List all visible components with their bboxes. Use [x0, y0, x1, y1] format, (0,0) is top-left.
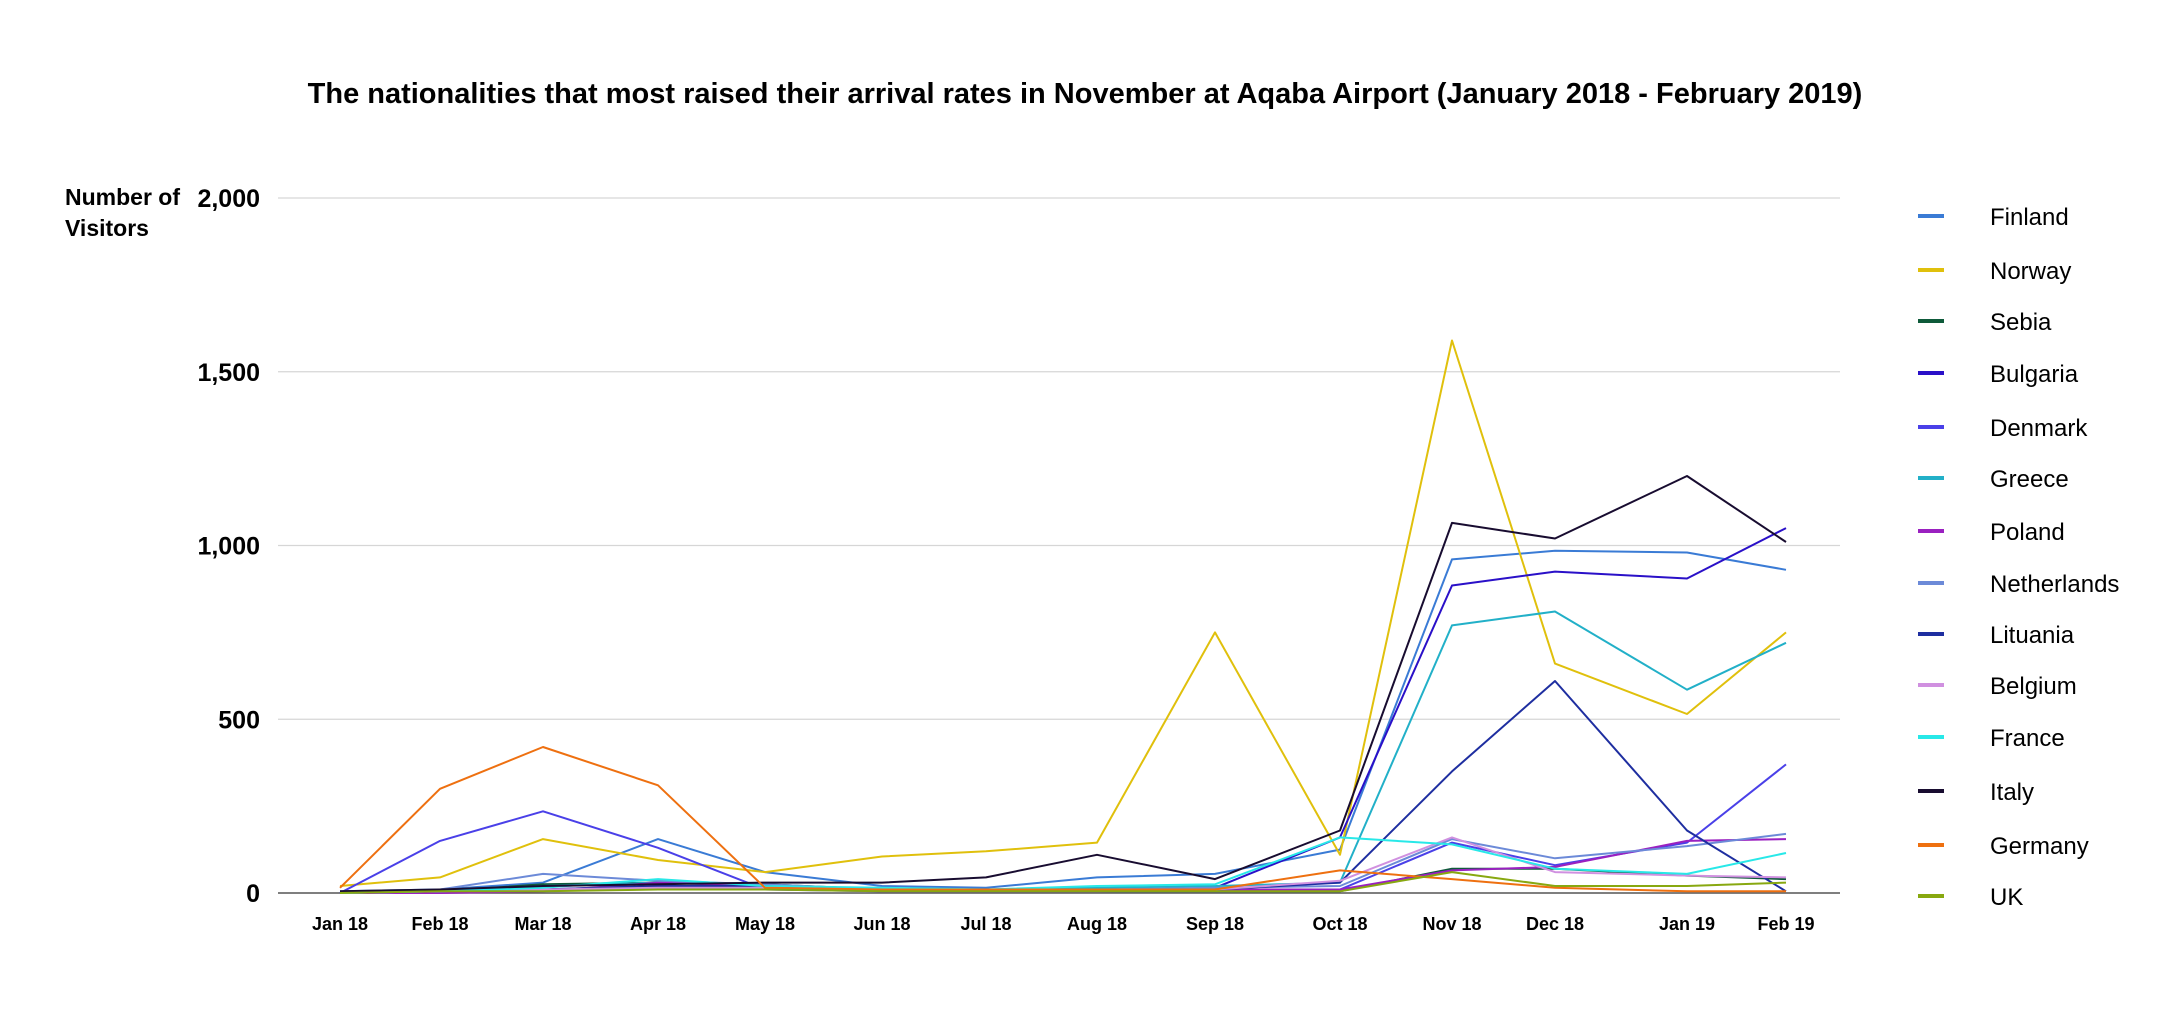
legend: Finland Norway Sebia Bulgaria Denmark Greece P…	[1918, 204, 2119, 911]
y-tick-label: 1,000	[197, 533, 260, 561]
y-axis-ticks: 0 500 1,000 1,500 2,000	[197, 185, 260, 908]
gridlines	[278, 197, 1840, 894]
series-line-uk	[339, 871, 1787, 894]
legend-label-netherlands: Netherlands	[1990, 571, 2119, 598]
legend-label-france: France	[1990, 725, 2065, 752]
series-line-norway	[339, 339, 1787, 887]
series-line-bulgaria	[339, 527, 1787, 894]
x-tick-label: Oct 18	[1312, 914, 1367, 934]
legend-label-poland: Poland	[1990, 519, 2065, 546]
y-tick-label: 0	[246, 880, 260, 908]
series-line-finland	[339, 549, 1787, 893]
y-axis-title: Number of Visitors	[65, 184, 180, 241]
legend-label-denmark: Denmark	[1990, 415, 2088, 442]
x-tick-label: Apr 18	[630, 914, 686, 934]
x-tick-label: Sep 18	[1186, 914, 1244, 934]
series-line-italy	[339, 475, 1787, 893]
chart-title: The nationalities that most raised their…	[307, 78, 1863, 110]
x-tick-label: Dec 18	[1526, 914, 1584, 934]
legend-label-uk: UK	[1990, 884, 2023, 911]
x-axis-ticks: Jan 18 Feb 18 Mar 18 Apr 18 May 18 Jun 18 Jul …	[312, 914, 1815, 934]
x-tick-label: Feb 19	[1757, 914, 1814, 934]
legend-label-lituania: Lituania	[1990, 622, 2075, 649]
y-tick-label: 2,000	[197, 185, 260, 213]
x-tick-label: Feb 18	[411, 914, 468, 934]
x-tick-label: May 18	[735, 914, 795, 934]
y-tick-label: 500	[218, 706, 260, 734]
legend-label-greece: Greece	[1990, 466, 2069, 493]
legend-label-finland: Finland	[1990, 204, 2069, 231]
x-tick-label: Jan 18	[312, 914, 368, 934]
y-tick-label: 1,500	[197, 359, 260, 387]
legend-label-bulgaria: Bulgaria	[1990, 361, 2079, 388]
series-line-germany	[339, 746, 1786, 893]
x-tick-label: Aug 18	[1067, 914, 1127, 934]
series-lines	[339, 339, 1787, 894]
legend-label-belgium: Belgium	[1990, 673, 2077, 700]
legend-label-germany: Germany	[1990, 833, 2089, 860]
legend-label-sebia: Sebia	[1990, 309, 2052, 336]
x-tick-label: Jun 18	[853, 914, 910, 934]
x-tick-label: Jul 18	[960, 914, 1011, 934]
x-tick-label: Nov 18	[1422, 914, 1481, 934]
legend-label-norway: Norway	[1990, 258, 2071, 285]
series-line-denmark	[339, 763, 1787, 894]
x-tick-label: Mar 18	[514, 914, 571, 934]
x-tick-label: Jan 19	[1659, 914, 1715, 934]
legend-label-italy: Italy	[1990, 779, 2034, 806]
